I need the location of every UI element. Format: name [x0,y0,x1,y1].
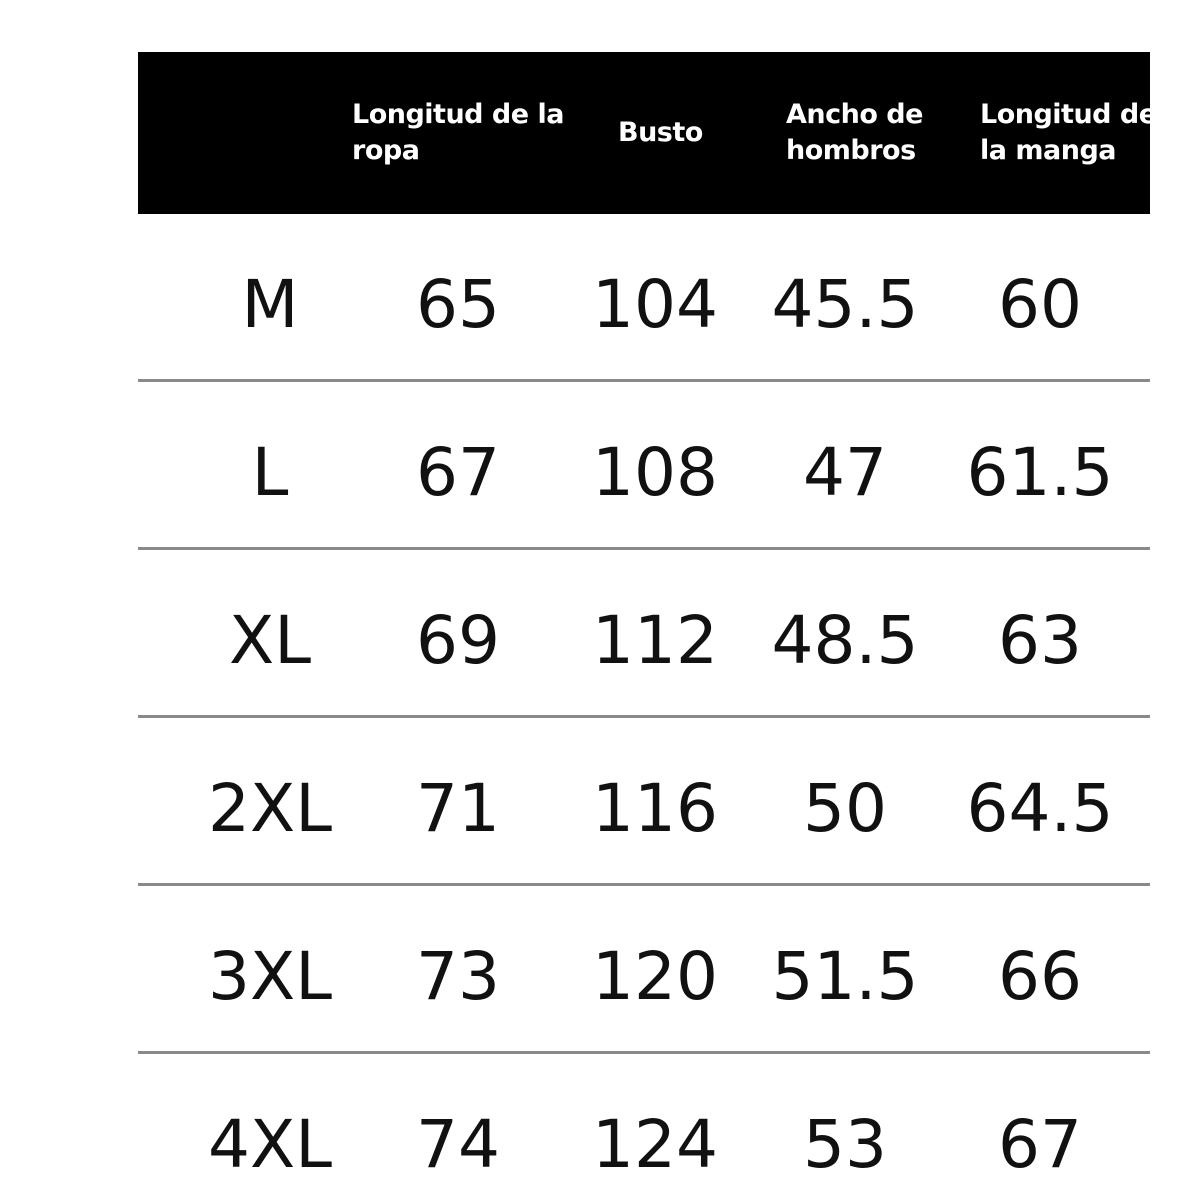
measurement: 65 [416,266,500,343]
row-divider [138,547,1150,550]
row-divider [138,379,1150,382]
measurement: 73 [416,938,500,1015]
measurement: 60 [998,266,1082,343]
column-header: Longitud de la ropa [352,99,564,166]
column-header: Busto [618,117,703,148]
size-label: M [241,266,299,343]
measurement: 48.5 [771,602,919,679]
measurement: 124 [592,1106,718,1183]
size-label: XL [229,602,311,679]
table-header: Longitud de la ropa Busto Ancho de hombros… [138,52,1150,214]
measurement: 67 [416,434,500,511]
measurement: 63 [998,602,1082,679]
measurement: 53 [803,1106,887,1183]
measurement: 116 [592,770,718,847]
measurement: 69 [416,602,500,679]
row-divider [138,1051,1150,1054]
measurement: 71 [416,770,500,847]
size-label: 3XL [208,938,332,1015]
size-label: 4XL [208,1106,332,1183]
measurement: 67 [998,1106,1082,1183]
column-header: Ancho de hombros [786,99,923,166]
size-label: L [251,434,289,511]
measurement: 45.5 [771,266,919,343]
measurement: 66 [998,938,1082,1015]
measurement: 51.5 [771,938,919,1015]
measurement: 112 [592,602,718,679]
measurement: 74 [416,1106,500,1183]
measurement: 50 [803,770,887,847]
column-header: Longitud de la manga [980,99,1150,166]
measurement: 61.5 [966,434,1114,511]
row-divider [138,883,1150,886]
measurement: 108 [592,434,718,511]
measurement: 104 [592,266,718,343]
measurement: 120 [592,938,718,1015]
measurement: 64.5 [966,770,1114,847]
measurement: 47 [803,434,887,511]
size-label: 2XL [208,770,332,847]
row-divider [138,715,1150,718]
